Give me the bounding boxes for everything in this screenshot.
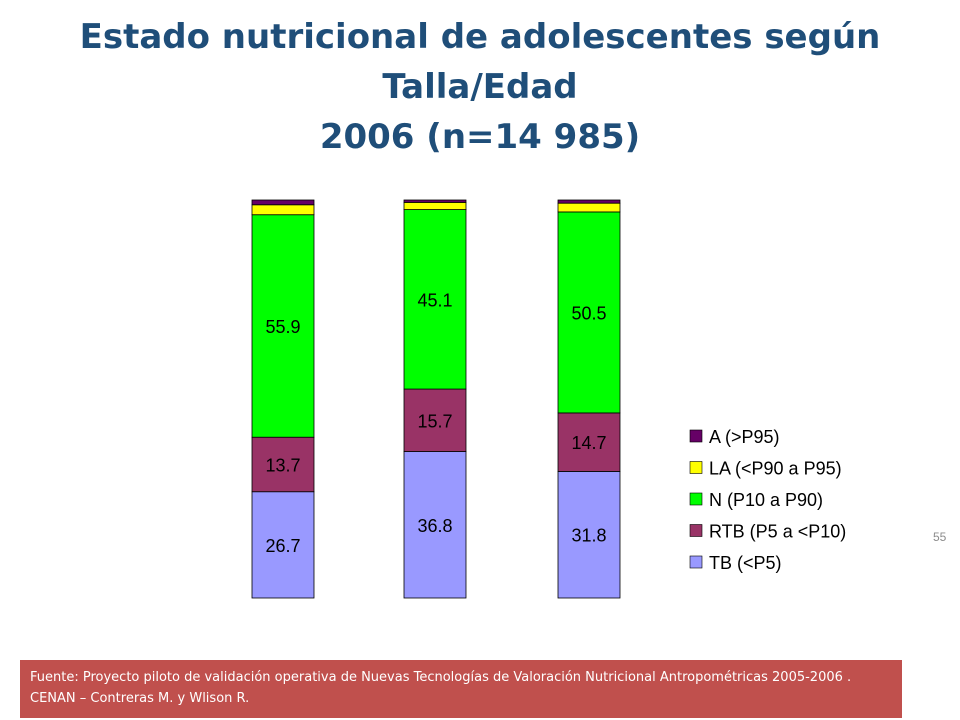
- bar-segment-a: [557, 199, 621, 204]
- legend-entry: RTB (P5 a <P10): [709, 522, 846, 542]
- page-number: 55: [933, 530, 947, 544]
- legend-swatch-rtb: [689, 524, 703, 537]
- legend-entry: LA (<P90 a P95): [709, 459, 842, 479]
- data-label: 13.7: [265, 455, 300, 475]
- bar-segment-n: [557, 211, 621, 414]
- data-label: 26.7: [265, 536, 300, 556]
- y-tick-label: 0%: [163, 589, 188, 608]
- bar-segment-n: [251, 214, 315, 438]
- data-label: 36.8: [417, 516, 452, 536]
- data-label: 14.7: [571, 433, 606, 453]
- legend-swatch-a: [689, 429, 703, 443]
- bar-segment-a: [403, 199, 467, 203]
- bar-segment-la: [403, 201, 467, 210]
- y-tick-label: 60%: [154, 350, 188, 369]
- data-label: 31.8: [571, 526, 606, 546]
- chart-title-line-1: Estado nutricional de adolescentes según…: [79, 17, 881, 107]
- data-label: 1.2: [334, 183, 356, 200]
- bar-segment-la: [557, 202, 621, 213]
- data-label: 1.8: [486, 199, 508, 216]
- bar-segment-rtb: [251, 436, 315, 493]
- legend-swatch-n: [689, 492, 703, 506]
- bar-segment-tb: [251, 491, 315, 599]
- bar-segment-rtb: [557, 412, 621, 472]
- bar-segment-tb: [403, 451, 467, 599]
- data-label: 50.5: [571, 303, 606, 323]
- chart-title: Estado nutricional de adolescentes según…: [0, 12, 960, 162]
- data-label: 15.7: [417, 411, 452, 431]
- chart-title-line-2: 2006 (n=14 985): [319, 117, 641, 157]
- y-tick-label: 40%: [154, 430, 188, 449]
- legend-entry: A (>P95): [709, 427, 780, 447]
- y-tick-label: 100%: [145, 191, 188, 210]
- legend-entry: N (P10 a P90): [709, 490, 823, 510]
- bar-segment-a: [251, 199, 315, 206]
- y-tick-label: 80%: [154, 271, 188, 290]
- y-tick-label: 20%: [154, 509, 188, 528]
- x-category-label: Total: [569, 621, 608, 640]
- legend-entry: TB (<P5): [709, 553, 782, 573]
- stacked-bar-chart: 0% 20% 40% 60% 80% 100% 10 a 14 15 a 18 Total 26.…: [145, 182, 847, 640]
- legend-swatch-la: [689, 461, 703, 474]
- data-label: 0.8: [640, 183, 662, 200]
- x-category-label: 15 a 18: [407, 621, 464, 640]
- bar-segment-rtb: [403, 388, 467, 452]
- data-label: 2.5: [334, 203, 356, 220]
- legend-swatch-tb: [689, 555, 703, 569]
- data-label: 2.2: [640, 201, 662, 218]
- data-label: 0.6: [486, 182, 508, 199]
- bar-segment-la: [251, 204, 315, 216]
- bar-segment-n: [403, 209, 467, 390]
- data-label: 55.9: [265, 317, 300, 337]
- x-category-label: 10 a 14: [255, 621, 312, 640]
- source-note: Fuente: Proyecto piloto de validación op…: [20, 660, 902, 718]
- data-label: 45.1: [417, 290, 452, 310]
